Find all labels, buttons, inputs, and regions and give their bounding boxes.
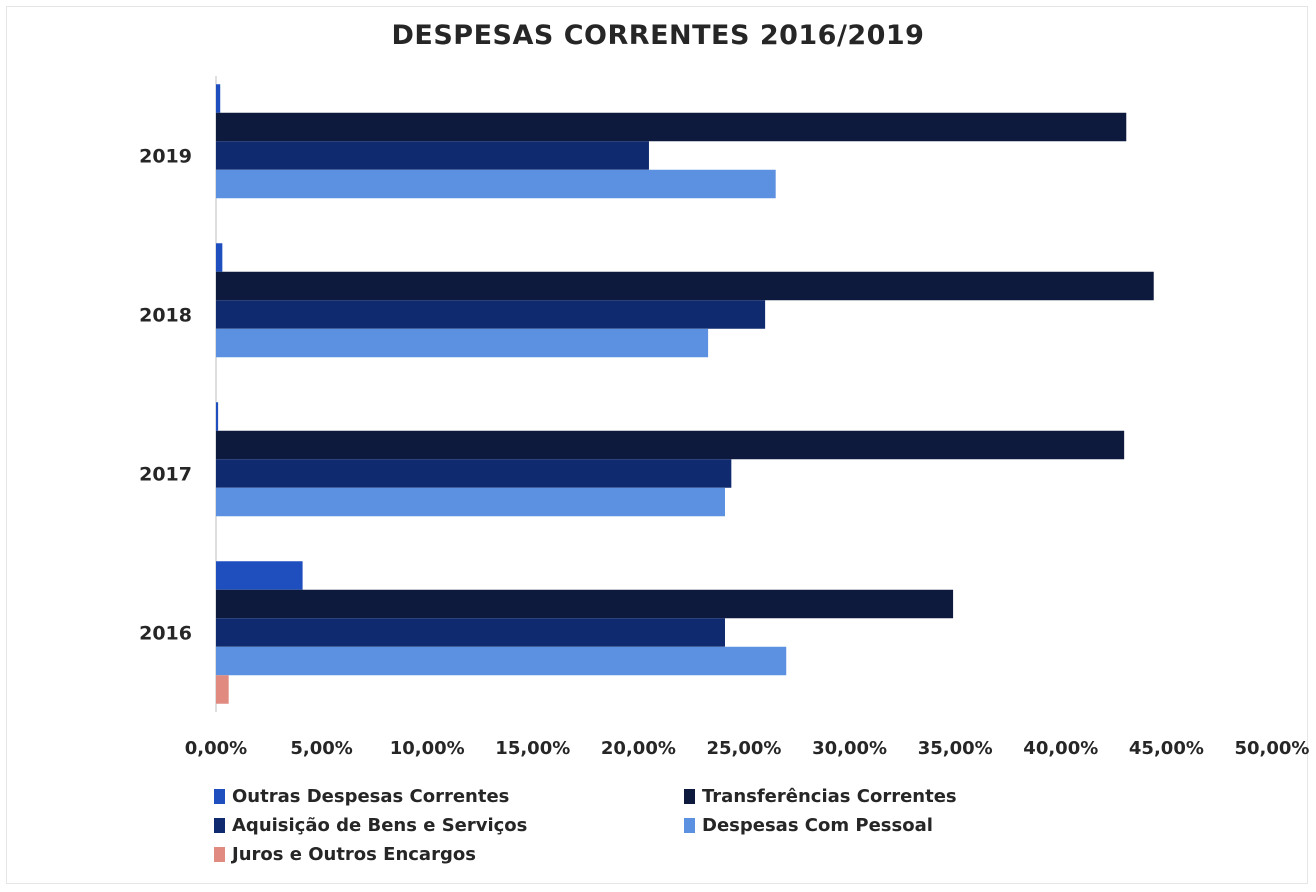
bar: [216, 589, 954, 619]
x-tick-label: 10,00%: [390, 738, 465, 759]
legend-item-transferencias: Transferências Correntes: [684, 786, 957, 807]
legend-swatch: [214, 818, 225, 833]
bar: [216, 169, 776, 199]
legend-item-outras: Outras Despesas Correntes: [214, 786, 509, 807]
legend-swatch: [214, 789, 225, 804]
bar: [216, 271, 1154, 301]
x-tick-label: 40,00%: [1023, 738, 1098, 759]
legend-label: Transferências Correntes: [702, 786, 957, 807]
bar: [216, 459, 732, 488]
legend: Outras Despesas Correntes Transferências…: [0, 786, 1316, 876]
x-tick-label: 50,00%: [1235, 738, 1310, 759]
chart-title: DESPESAS CORRENTES 2016/2019: [391, 20, 925, 51]
legend-label: Despesas Com Pessoal: [702, 815, 933, 836]
legend-label: Juros e Outros Encargos: [232, 844, 476, 865]
x-tick-label: 5,00%: [290, 738, 352, 759]
category-label: 2019: [139, 146, 192, 168]
x-tick-label: 30,00%: [812, 738, 887, 759]
category-label: 2016: [139, 623, 192, 645]
bar: [216, 328, 709, 358]
x-tick-label: 35,00%: [918, 738, 993, 759]
x-tick-label: 20,00%: [601, 738, 676, 759]
bar: [216, 618, 725, 647]
x-tick-label: 0,00%: [185, 738, 247, 759]
legend-label: Outras Despesas Correntes: [232, 786, 510, 807]
legend-item-aquisicao: Aquisição de Bens e Serviços: [214, 815, 527, 836]
legend-label: Aquisição de Bens e Serviços: [232, 815, 528, 836]
bar: [216, 112, 1127, 142]
bar: [216, 243, 223, 272]
legend-swatch: [684, 818, 695, 833]
x-tick-label: 45,00%: [1129, 738, 1204, 759]
bar: [216, 84, 221, 113]
bar: [216, 675, 229, 704]
legend-swatch: [214, 847, 225, 862]
category-label: 2017: [139, 464, 192, 486]
bar: [216, 300, 766, 329]
bar: [216, 487, 725, 517]
bar: [216, 646, 787, 676]
category-label: 2018: [139, 305, 192, 327]
bar-chart: 2016 2017 2018 2019 0,00% 5,00% 10,00% 15,00% 20…: [139, 76, 1310, 759]
x-tick-label: 25,00%: [707, 738, 782, 759]
bar: [216, 430, 1125, 460]
bar: [216, 561, 303, 590]
legend-item-juros: Juros e Outros Encargos: [214, 844, 476, 865]
bar: [216, 402, 219, 431]
bar: [216, 141, 649, 170]
x-tick-label: 15,00%: [495, 738, 570, 759]
legend-swatch: [684, 789, 695, 804]
legend-item-pessoal: Despesas Com Pessoal: [684, 815, 933, 836]
